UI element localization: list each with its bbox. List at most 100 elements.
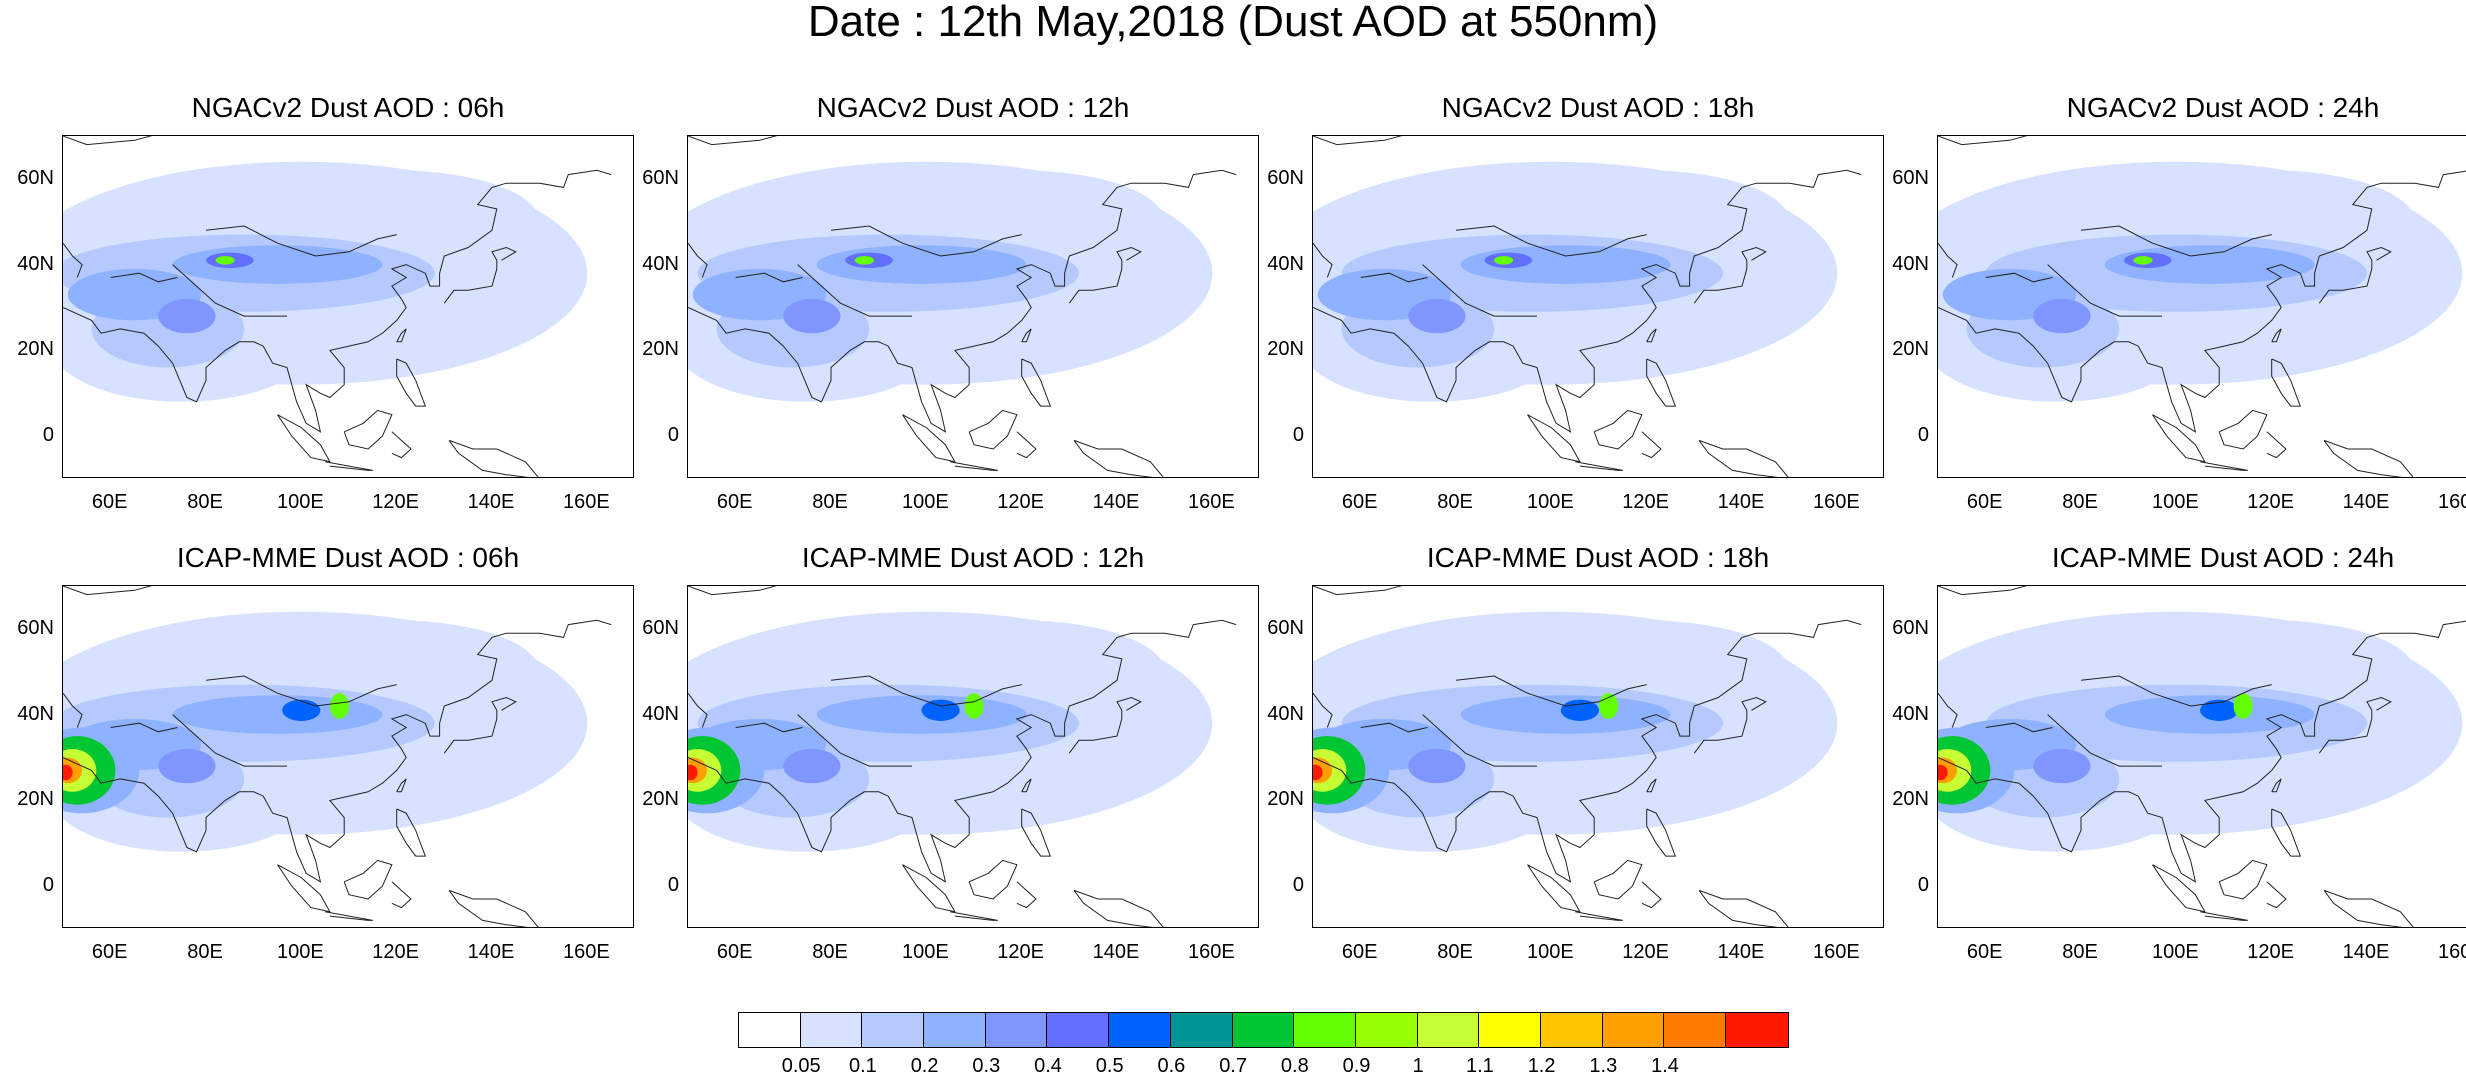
colorbar-swatch <box>1170 1013 1233 1047</box>
colorbar-tick-label: 1.1 <box>1465 1055 1494 1077</box>
lon-tick-label: 100E <box>276 491 324 513</box>
lat-tick-label: 40N <box>1892 702 1929 725</box>
lon-tick-label: 100E <box>901 941 949 963</box>
lon-tick-label: 100E <box>2151 491 2199 513</box>
map-panel <box>62 135 634 478</box>
colorbar-tick-label: 1.2 <box>1527 1055 1556 1077</box>
colorbar-tick-label: 0.9 <box>1342 1055 1371 1077</box>
colorbar-swatch <box>862 1013 925 1047</box>
lon-tick-label: 160E <box>2437 491 2466 513</box>
lat-tick-label: 60N <box>642 166 679 189</box>
lon-tick-label: 120E <box>2247 491 2295 513</box>
lat-tick-label: 40N <box>1267 702 1304 725</box>
lon-tick-label: 60E <box>91 491 128 513</box>
lat-tick-label: 20N <box>642 788 679 811</box>
panel-title: ICAP-MME Dust AOD : 12h <box>801 542 1145 573</box>
lon-tick-label: 120E <box>2247 941 2295 963</box>
colorbar-swatch <box>924 1013 986 1047</box>
lat-tick-label: 0 <box>1292 874 1304 897</box>
lon-tick-label: 120E <box>997 491 1045 513</box>
map-panel <box>687 135 1259 478</box>
lon-tick-label: 100E <box>901 491 949 513</box>
panel-title: NGACv2 Dust AOD : 12h <box>816 92 1130 123</box>
colorbar-swatch <box>1294 1013 1356 1047</box>
lat-tick-label: 0 <box>667 874 679 897</box>
lat-tick-label: 0 <box>1917 424 1929 447</box>
colorbar-swatch <box>1417 1013 1480 1047</box>
panel-title: NGACv2 Dust AOD : 06h <box>191 92 505 123</box>
lon-tick-label: 100E <box>276 941 324 963</box>
lon-tick-label: 120E <box>997 941 1045 963</box>
colorbar-swatch <box>1047 1013 1110 1047</box>
lon-tick-label: 80E <box>2062 491 2098 513</box>
lat-tick-label: 60N <box>1892 166 1929 189</box>
lon-tick-label: 80E <box>812 941 848 963</box>
lon-tick-label: 80E <box>187 941 223 963</box>
lon-tick-label: 160E <box>562 491 610 513</box>
lat-tick-label: 60N <box>1892 616 1929 639</box>
figure-title: Date : 12th May,2018 (Dust AOD at 550nm) <box>807 0 1659 46</box>
colorbar-tick-label: 0.2 <box>910 1055 939 1077</box>
lon-tick-label: 140E <box>2342 941 2390 963</box>
lon-tick-label: 80E <box>812 491 848 513</box>
lat-tick-label: 0 <box>42 424 54 447</box>
lat-tick-label: 20N <box>1892 788 1929 811</box>
colorbar-swatch <box>1602 1013 1665 1047</box>
lon-tick-label: 100E <box>1526 491 1574 513</box>
lon-tick-label: 60E <box>1966 941 2003 963</box>
lat-tick-label: 20N <box>17 338 54 361</box>
lat-tick-label: 0 <box>1917 874 1929 897</box>
lon-tick-label: 80E <box>1437 941 1473 963</box>
lat-tick-label: 40N <box>17 702 54 725</box>
lon-tick-label: 120E <box>372 941 420 963</box>
lat-tick-label: 60N <box>1267 166 1304 189</box>
lat-tick-label: 20N <box>17 788 54 811</box>
map-panel <box>1937 585 2466 928</box>
lon-tick-label: 80E <box>2062 941 2098 963</box>
colorbar-tick-label: 0.4 <box>1034 1055 1062 1077</box>
map-panel <box>1312 585 1884 928</box>
lon-tick-label: 100E <box>1526 941 1574 963</box>
colorbar-tick-label: 1.4 <box>1651 1055 1679 1077</box>
lon-tick-label: 140E <box>1717 941 1765 963</box>
map-panel <box>1312 135 1884 478</box>
map-panel <box>62 585 634 928</box>
lon-tick-label: 120E <box>1622 491 1670 513</box>
lon-tick-label: 140E <box>467 491 515 513</box>
lon-tick-label: 140E <box>2342 491 2390 513</box>
lat-tick-label: 20N <box>1267 788 1304 811</box>
lon-tick-label: 140E <box>1717 491 1765 513</box>
lon-tick-label: 80E <box>187 491 223 513</box>
lat-tick-label: 20N <box>1892 338 1929 361</box>
lon-tick-label: 160E <box>1812 941 1860 963</box>
panel-title: ICAP-MME Dust AOD : 24h <box>2051 542 2395 573</box>
colorbar-swatch <box>800 1013 863 1047</box>
lon-tick-label: 80E <box>1437 491 1473 513</box>
panel-title: NGACv2 Dust AOD : 24h <box>2066 92 2380 123</box>
lon-tick-label: 60E <box>1966 491 2003 513</box>
lat-tick-label: 40N <box>1892 252 1929 275</box>
colorbar-tick-label: 0.5 <box>1095 1055 1124 1077</box>
lat-tick-label: 20N <box>642 338 679 361</box>
colorbar-swatch <box>1232 1013 1295 1047</box>
lat-tick-label: 40N <box>17 252 54 275</box>
lon-tick-label: 60E <box>1341 491 1378 513</box>
colorbar-tick-label: 0.1 <box>848 1055 877 1077</box>
colorbar-tick-label: 0.05 <box>781 1055 821 1077</box>
lat-tick-label: 60N <box>642 616 679 639</box>
colorbar-swatch <box>985 1013 1048 1047</box>
lon-tick-label: 60E <box>716 941 753 963</box>
lat-tick-label: 0 <box>1292 424 1304 447</box>
lon-tick-label: 120E <box>1622 941 1670 963</box>
colorbar-tick-label: 0.8 <box>1280 1055 1309 1077</box>
lat-tick-label: 40N <box>1267 252 1304 275</box>
lat-tick-label: 60N <box>1267 616 1304 639</box>
colorbar-tick-label: 0.3 <box>972 1055 1001 1077</box>
lat-tick-label: 0 <box>667 424 679 447</box>
colorbar-swatch <box>1355 1013 1418 1047</box>
lon-tick-label: 100E <box>2151 941 2199 963</box>
lon-tick-label: 60E <box>91 941 128 963</box>
colorbar-swatch <box>1109 1013 1171 1047</box>
panel-title: ICAP-MME Dust AOD : 18h <box>1426 542 1770 573</box>
lon-tick-label: 160E <box>2437 941 2466 963</box>
